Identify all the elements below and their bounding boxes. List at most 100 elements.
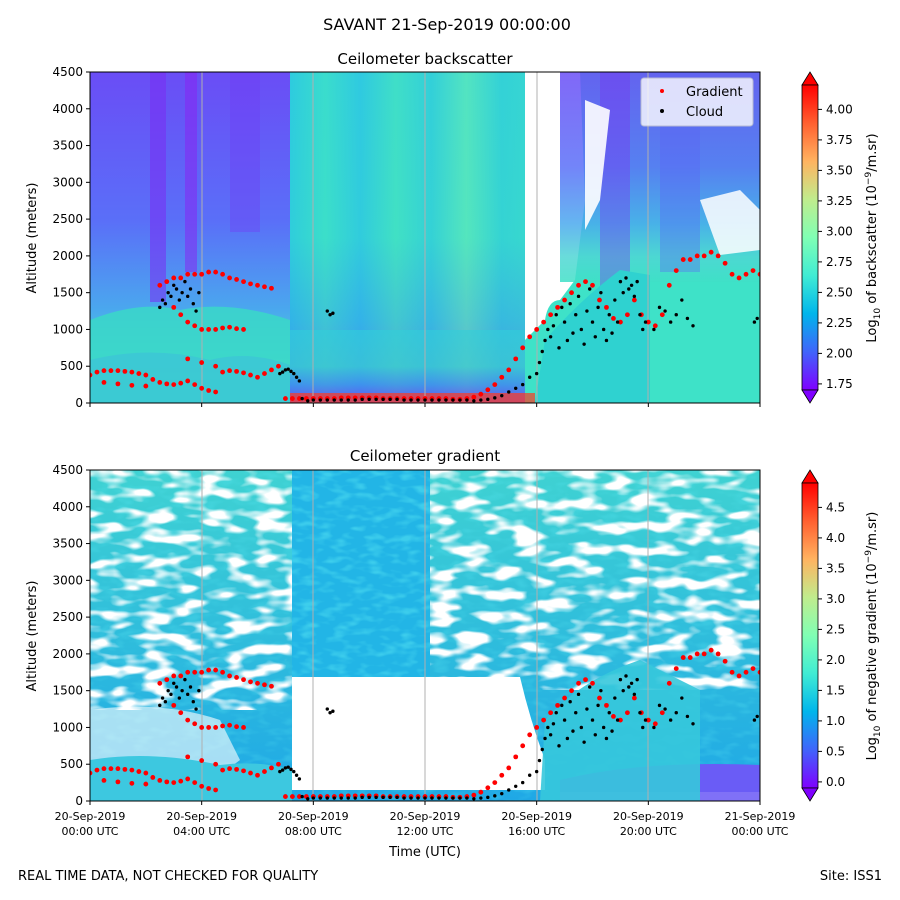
cloud-point: [507, 788, 511, 792]
cloud-point: [514, 386, 518, 390]
cloud-point: [360, 397, 364, 402]
gradient-point: [206, 786, 212, 791]
colorbar-tick-label: 3.5: [826, 561, 845, 575]
cloud-point: [543, 338, 547, 343]
cloud-point: [479, 398, 483, 402]
gradient-point: [296, 396, 302, 401]
cloud-point: [169, 294, 173, 299]
gradient-point: [220, 325, 226, 331]
cloud-point: [188, 287, 193, 291]
gradient-point: [520, 743, 526, 749]
cloud-point: [158, 305, 162, 310]
gradient-point: [269, 683, 274, 689]
gradient-point: [213, 667, 219, 673]
gradient-point: [722, 260, 728, 266]
gradient-point: [129, 780, 135, 786]
gradient-point: [213, 363, 219, 369]
cloud-point: [621, 290, 625, 295]
gradient-point: [513, 356, 519, 362]
gradient-point: [178, 778, 184, 784]
gradient-point: [199, 758, 205, 763]
gradient-point: [597, 695, 602, 701]
gradient-point: [624, 312, 630, 318]
colorbar-tick-label: 3.0: [826, 592, 845, 606]
cloud-point: [663, 707, 667, 711]
cloud-point: [540, 349, 544, 354]
cloud-point: [663, 309, 667, 313]
gradient-point: [206, 269, 212, 275]
cloud-point: [197, 290, 201, 295]
y-tick-label: 3500: [52, 139, 83, 153]
panel-gradient: Ceilometer gradient: [25, 447, 883, 860]
y-axis: 0 500 1000 1500 2000 2500 3000 3500 4000 4500: [52, 463, 90, 808]
gradient-point: [234, 326, 239, 332]
y-tick-label: 4000: [52, 500, 83, 514]
cloud-point: [534, 371, 539, 376]
gradient-point: [241, 768, 246, 774]
cloud-point: [486, 397, 490, 402]
gradient-point: [618, 319, 623, 325]
cloud-point: [346, 398, 350, 402]
gradient-point: [185, 319, 191, 325]
gradient-point: [213, 269, 219, 275]
y-tick-label: 3000: [52, 573, 83, 587]
cloud-point: [588, 287, 592, 291]
cloud-point: [590, 718, 595, 722]
gradient-point: [296, 794, 302, 799]
cloud-point: [579, 327, 584, 332]
cloud-point: [292, 371, 296, 376]
gradient-point: [485, 387, 491, 393]
gradient-point: [562, 695, 567, 701]
cloud-point: [557, 346, 561, 350]
gradient-point: [192, 721, 198, 727]
cloud-point: [674, 313, 678, 317]
cloud-point: [409, 796, 413, 800]
gradient-point: [192, 382, 198, 388]
gradient-point: [213, 389, 219, 395]
colorbar-tick-label: 3.75: [826, 133, 853, 147]
gradient-point: [527, 334, 533, 340]
gradient-point: [262, 284, 267, 290]
cloud-point: [180, 688, 184, 693]
y-tick-label: 2500: [52, 610, 83, 624]
gradient-point: [122, 766, 128, 772]
cloud-point: [507, 390, 511, 394]
cloud-point: [318, 796, 323, 800]
grid-lines: [201, 72, 649, 403]
gradient-point: [143, 383, 149, 389]
gradient-point: [108, 368, 114, 374]
gradient-point: [178, 710, 184, 716]
grid-lines: [201, 470, 649, 801]
cloud-point: [183, 279, 187, 284]
cloud-point: [430, 398, 434, 402]
x-tick-label-date: 20-Sep-2019: [390, 810, 461, 823]
cloud-point: [607, 711, 611, 715]
cloud-point: [423, 398, 427, 402]
x-tick-label-date: 20-Sep-2019: [501, 810, 572, 823]
cloud-point: [311, 398, 316, 402]
cloud-point: [618, 279, 623, 284]
gradient-point: [171, 382, 177, 388]
y-tick-label: 1000: [52, 322, 83, 336]
cloud-point: [624, 674, 628, 678]
cloud-point: [618, 677, 623, 682]
cloud-point: [292, 769, 296, 774]
gradient-point: [171, 304, 177, 310]
gradient-point: [115, 381, 121, 387]
cloud-point: [325, 796, 329, 800]
gradient-point: [262, 769, 267, 774]
gradient-point: [185, 754, 191, 760]
gradient-point: [129, 382, 135, 388]
cloud-point: [437, 398, 441, 402]
y-tick-label: 2500: [52, 212, 83, 226]
gradient-point: [227, 673, 232, 679]
cloud-point: [294, 773, 299, 777]
gradient-point: [213, 787, 219, 793]
gradient-point: [708, 249, 714, 255]
cloud-point: [560, 703, 564, 708]
figure-title: SAVANT 21-Sep-2019 00:00:00: [323, 15, 571, 34]
cloud-point: [582, 740, 586, 744]
gradient-point: [178, 275, 184, 281]
gradient-point: [569, 688, 574, 694]
cloud-point: [381, 795, 385, 800]
